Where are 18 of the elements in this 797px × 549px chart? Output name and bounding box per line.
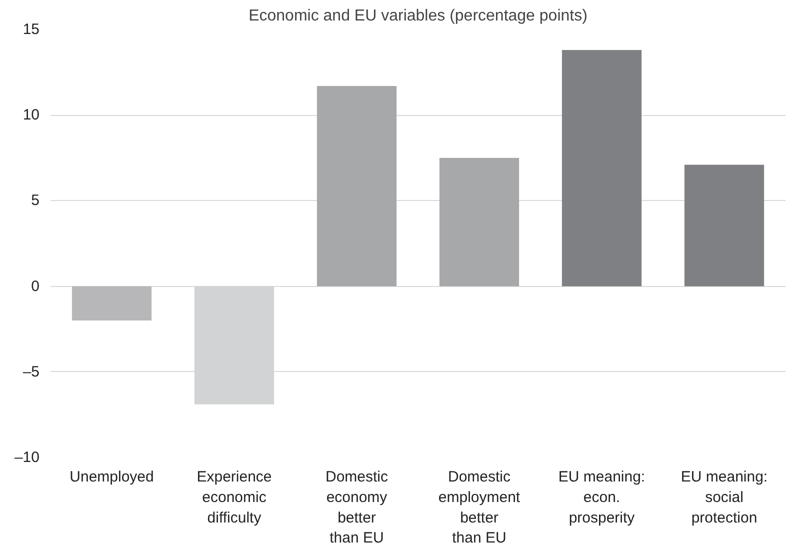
x-tick-label: Experience economic difficulty — [196, 468, 272, 526]
x-tick-label: EU meaning: econ. prosperity — [558, 468, 646, 526]
y-tick-label: 5 — [31, 192, 40, 210]
y-tick-label: 10 — [22, 106, 40, 124]
bar — [562, 50, 642, 286]
x-tick-label: Domestic employment better than EU — [438, 468, 521, 547]
y-tick-label: –5 — [22, 363, 40, 380]
bar — [316, 86, 397, 286]
x-tick-label: Domestic economy better than EU — [325, 468, 389, 547]
y-tick-label: –10 — [14, 449, 40, 466]
bar — [684, 164, 764, 286]
bar — [72, 286, 152, 321]
y-tick-label: 0 — [31, 278, 40, 295]
bar — [439, 158, 520, 286]
x-tick-label: Unemployed — [70, 468, 154, 486]
y-tick-label: 15 — [22, 21, 40, 38]
x-tick-label: EU meaning: social protection — [680, 468, 768, 526]
chart-title: Economic and EU variables (percentage points) — [248, 8, 588, 24]
